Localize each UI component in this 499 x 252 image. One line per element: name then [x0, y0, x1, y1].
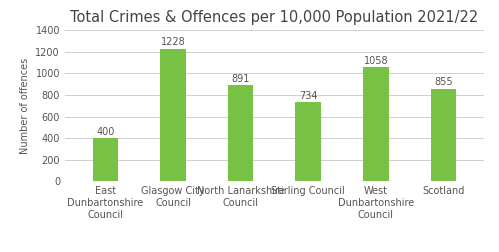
Bar [295, 102, 321, 181]
Bar [93, 138, 118, 181]
Title: Total Crimes & Offences per 10,000 Population 2021/22: Total Crimes & Offences per 10,000 Popul… [70, 10, 479, 25]
Y-axis label: Number of offences: Number of offences [20, 58, 30, 154]
Text: 400: 400 [96, 127, 115, 137]
Bar [363, 67, 389, 181]
Text: 734: 734 [299, 90, 317, 101]
Text: 855: 855 [434, 77, 453, 87]
Text: 1228: 1228 [161, 37, 186, 47]
Text: 891: 891 [232, 74, 250, 84]
Bar [160, 49, 186, 181]
Bar [228, 85, 253, 181]
Bar [431, 89, 456, 181]
Text: 1058: 1058 [364, 55, 388, 66]
